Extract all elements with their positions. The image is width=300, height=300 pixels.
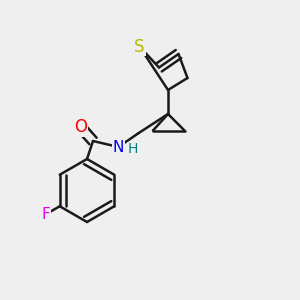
Text: O: O bbox=[74, 118, 88, 136]
Text: F: F bbox=[41, 207, 50, 222]
Text: H: H bbox=[128, 142, 138, 156]
Text: S: S bbox=[134, 38, 145, 56]
Text: N: N bbox=[113, 140, 124, 154]
